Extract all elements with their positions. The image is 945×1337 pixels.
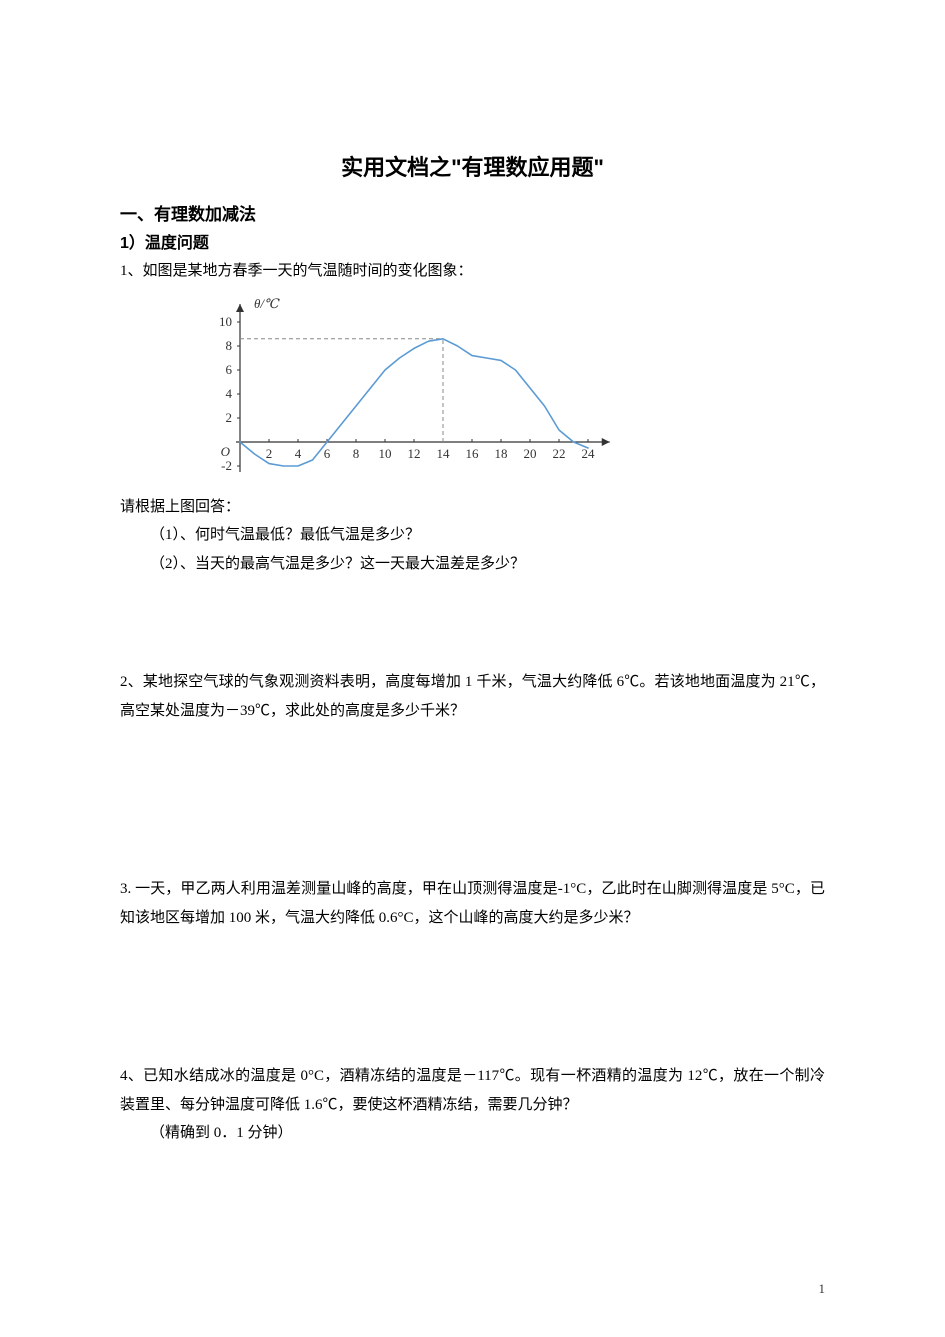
svg-text:20: 20 (524, 446, 537, 461)
svg-text:-2: -2 (221, 458, 232, 473)
svg-text:8: 8 (226, 338, 233, 353)
q2-text: 2、某地探空气球的气象观测资料表明，高度每增加 1 千米，气温大约降低 6℃。若… (120, 668, 825, 725)
svg-text:16: 16 (466, 446, 480, 461)
page-title: 实用文档之"有理数应用题" (120, 150, 825, 182)
q3-text: 3. 一天，甲乙两人利用温差测量山峰的高度，甲在山顶测得温度是-1°C，乙此时在… (120, 875, 825, 932)
svg-text:θ/℃: θ/℃ (254, 296, 280, 311)
svg-text:4: 4 (295, 446, 302, 461)
svg-text:4: 4 (226, 386, 233, 401)
q4-text: 4、已知水结成冰的温度是 0°C，酒精冻结的温度是－117℃。现有一杯酒精的温度… (120, 1062, 825, 1119)
subsection-heading: 1）温度问题 (120, 229, 825, 253)
svg-text:18: 18 (495, 446, 508, 461)
svg-text:6: 6 (324, 446, 331, 461)
q4-note: （精确到 0．1 分钟） (120, 1119, 825, 1148)
svg-text:10: 10 (219, 314, 232, 329)
svg-text:12: 12 (408, 446, 421, 461)
q1-prompt: 请根据上图回答： (120, 493, 825, 522)
svg-text:2: 2 (226, 410, 233, 425)
svg-text:2: 2 (266, 446, 273, 461)
svg-text:8: 8 (353, 446, 360, 461)
q1-intro: 1、如图是某地方春季一天的气温随时间的变化图象： (120, 257, 825, 286)
svg-text:22: 22 (553, 446, 566, 461)
section-heading: 一、有理数加减法 (120, 200, 825, 225)
temperature-chart: -224681024681012141618202224Oθ/℃t/h (180, 292, 825, 487)
q1-sub2: （2）、当天的最高气温是多少？这一天最大温差是多少？ (120, 550, 825, 579)
svg-text:O: O (221, 444, 231, 459)
chart-svg: -224681024681012141618202224Oθ/℃t/h (180, 292, 610, 482)
svg-text:10: 10 (379, 446, 392, 461)
page-number: 1 (819, 1281, 826, 1297)
svg-text:14: 14 (437, 446, 451, 461)
q1-sub1: （1）、何时气温最低？最低气温是多少？ (120, 521, 825, 550)
svg-text:6: 6 (226, 362, 233, 377)
